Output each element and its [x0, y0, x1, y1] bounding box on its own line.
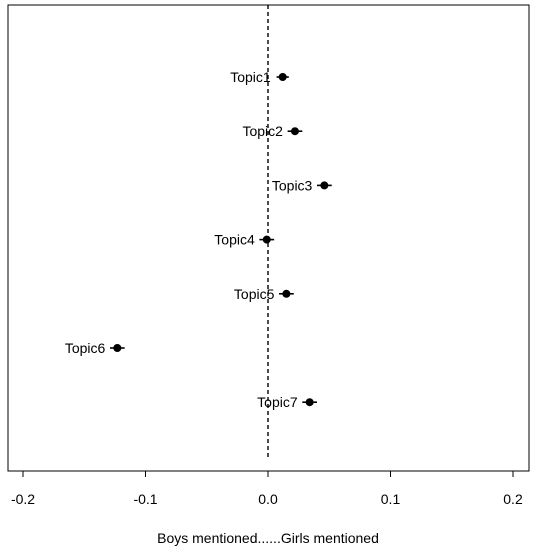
point-marker: [305, 398, 314, 407]
point-label: Topic2: [242, 123, 283, 139]
point-label: Topic1: [230, 69, 271, 85]
x-tick-label: 0.2: [503, 491, 523, 507]
point-label: Topic3: [272, 177, 313, 193]
x-tick-label: -0.2: [11, 491, 35, 507]
point-group: Topic6: [65, 340, 125, 356]
point-marker: [113, 344, 122, 352]
point-marker: [320, 181, 329, 190]
point-label: Topic7: [257, 394, 298, 410]
point-label: Topic5: [234, 286, 275, 302]
x-tick-label: -0.1: [133, 491, 157, 507]
point-marker: [282, 289, 291, 298]
point-group: Topic2: [242, 123, 303, 139]
x-axis: -0.2 -0.1 0.0 0.1 0.2: [11, 471, 523, 507]
point-marker: [290, 127, 299, 136]
point-label: Topic6: [65, 340, 106, 356]
point-marker: [262, 235, 271, 244]
x-axis-label: Boys mentioned......Girls mentioned: [157, 530, 379, 546]
point-group: Topic1: [230, 69, 289, 85]
point-group: Topic7: [257, 394, 317, 410]
point-label: Topic4: [214, 232, 255, 248]
x-tick-label: 0.0: [258, 491, 278, 507]
point-marker: [278, 73, 287, 81]
point-group: Topic4: [214, 232, 275, 248]
point-group: Topic5: [234, 286, 294, 302]
point-group: Topic3: [272, 177, 332, 193]
x-tick-label: 0.1: [381, 491, 401, 507]
points-layer: Topic1 Topic2 Topic3 Topic4 Topic5 Topic6 Topi…: [65, 69, 332, 410]
